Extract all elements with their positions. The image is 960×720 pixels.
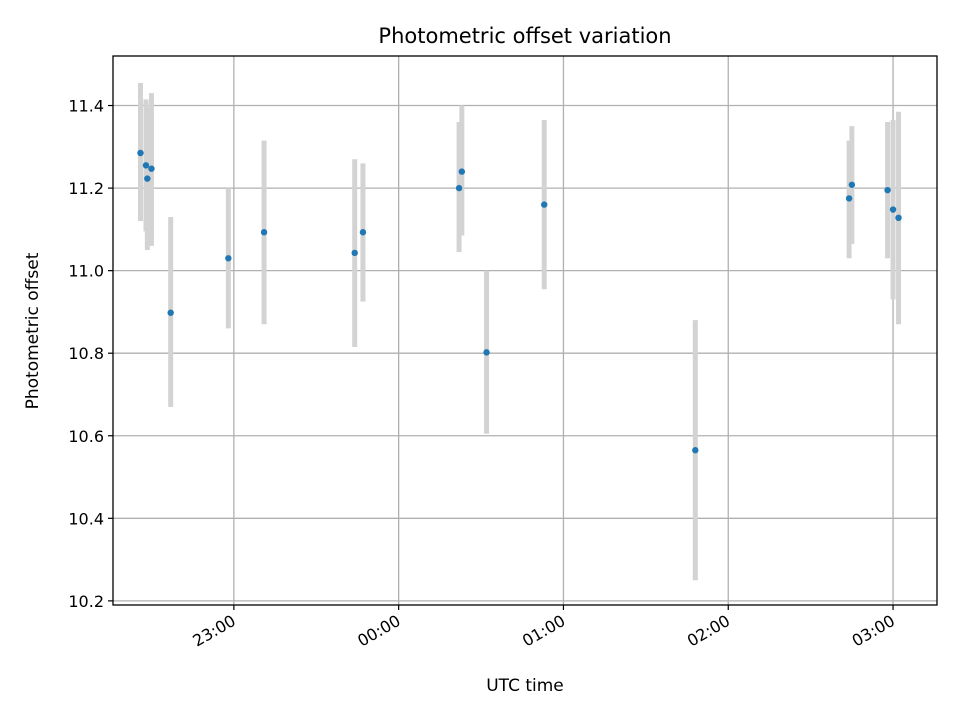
data-point xyxy=(148,165,155,172)
data-point xyxy=(359,229,367,236)
x-axis-label: UTC time xyxy=(486,676,564,696)
x-tick-label: 00:00 xyxy=(354,611,403,651)
chart-title: Photometric offset variation xyxy=(378,24,671,48)
x-tick-label: 03:00 xyxy=(849,611,898,651)
y-tick-label: 11.0 xyxy=(68,262,104,281)
data-point xyxy=(848,181,856,188)
errorbar-layer xyxy=(137,82,902,581)
y-axis-label: Photometric offset xyxy=(23,252,43,409)
y-tick-label: 10.4 xyxy=(68,509,104,528)
x-tick-label: 23:00 xyxy=(189,611,238,651)
tick-layer: 10.2 10.4 10.6 10.8 11.0 11.2 11.4 23:00 00:00 01… xyxy=(68,97,898,651)
grid-layer xyxy=(113,56,937,605)
data-point xyxy=(260,229,268,236)
x-tick-label: 01:00 xyxy=(519,611,568,651)
data-point xyxy=(889,206,897,213)
data-point xyxy=(895,214,902,222)
data-point xyxy=(225,255,232,262)
data-point xyxy=(692,447,699,454)
y-tick-label: 10.2 xyxy=(68,592,104,611)
data-point xyxy=(483,349,490,356)
plot-frame xyxy=(112,55,938,606)
data-point xyxy=(884,186,891,194)
y-tick-label: 10.8 xyxy=(68,344,104,363)
data-point xyxy=(137,149,144,157)
data-point xyxy=(845,195,853,202)
data-point xyxy=(455,184,463,192)
data-point xyxy=(142,162,150,169)
y-tick-label: 10.6 xyxy=(68,427,104,446)
data-point xyxy=(351,249,358,257)
data-point xyxy=(458,168,466,175)
x-tick-label: 02:00 xyxy=(684,611,733,651)
y-tick-label: 11.4 xyxy=(68,97,104,116)
data-point xyxy=(144,175,151,182)
data-point xyxy=(541,201,548,208)
data-point xyxy=(167,309,174,316)
y-tick-label: 11.2 xyxy=(68,179,104,198)
point-layer xyxy=(137,149,902,454)
